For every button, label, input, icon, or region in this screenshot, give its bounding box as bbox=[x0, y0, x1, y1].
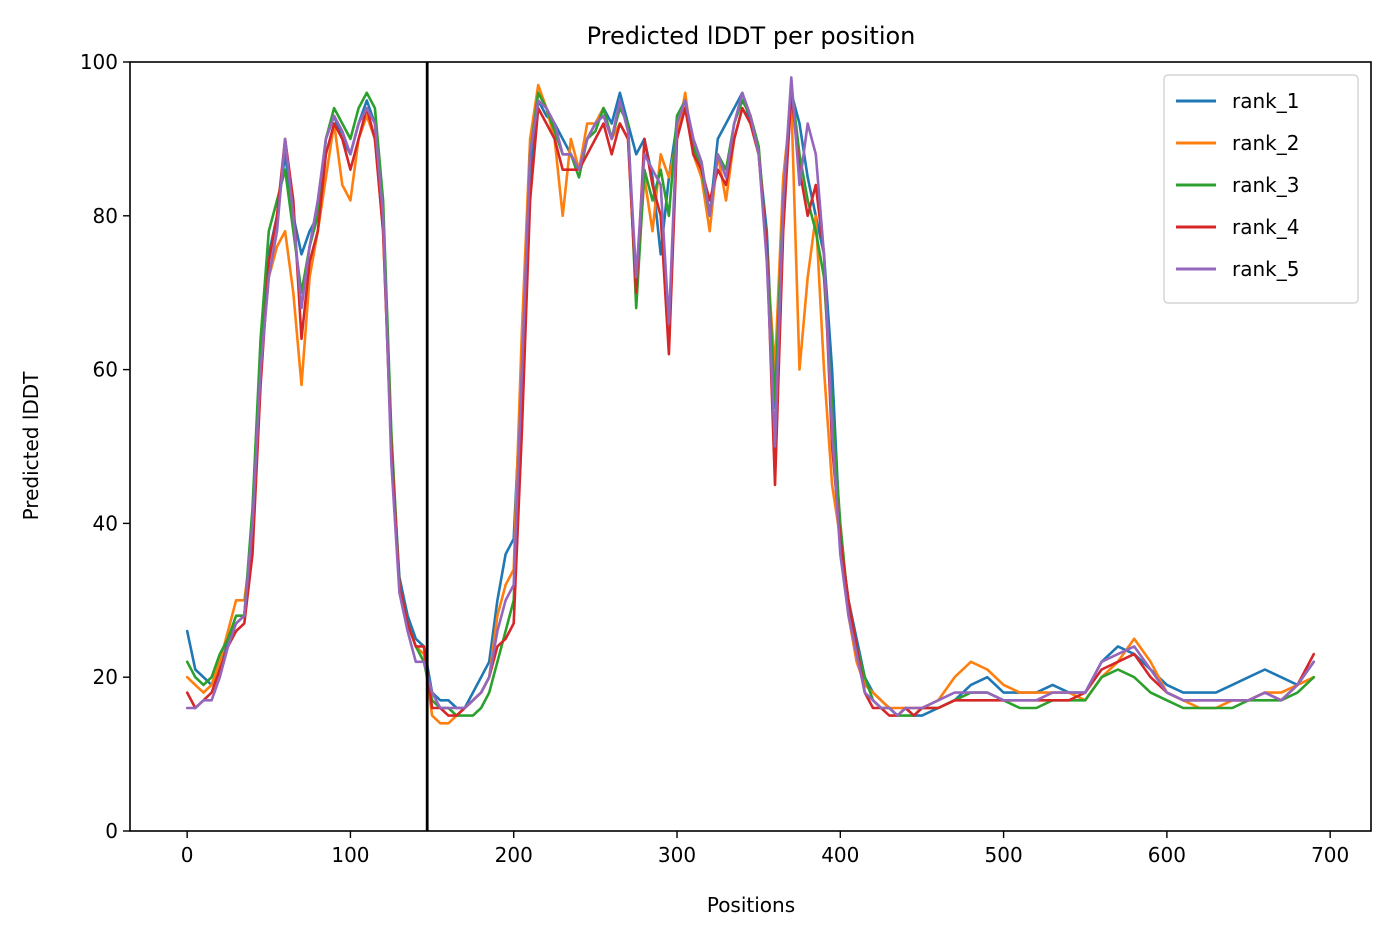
y-axis-label: Predicted lDDT bbox=[19, 371, 43, 521]
x-tick-label: 0 bbox=[181, 843, 194, 867]
legend-label-rank_2: rank_2 bbox=[1232, 131, 1299, 155]
series-line-rank_4 bbox=[185, 91, 1316, 717]
x-tick-label: 200 bbox=[495, 843, 533, 867]
x-tick-label: 400 bbox=[821, 843, 859, 867]
legend-label-rank_1: rank_1 bbox=[1232, 89, 1299, 113]
x-tick-label: 600 bbox=[1148, 843, 1186, 867]
y-tick-label: 40 bbox=[93, 511, 118, 535]
x-axis-ticks: 0 100 200 300 400 500 600 700 bbox=[181, 831, 1349, 867]
y-tick-label: 20 bbox=[93, 665, 118, 689]
y-tick-label: 100 bbox=[80, 50, 118, 74]
x-axis-label: Positions bbox=[707, 893, 795, 917]
series-line-rank_3 bbox=[185, 83, 1316, 717]
legend-label-rank_5: rank_5 bbox=[1232, 257, 1299, 281]
y-tick-label: 0 bbox=[105, 819, 118, 843]
y-tick-label: 60 bbox=[93, 358, 118, 382]
legend-box bbox=[1163, 74, 1359, 304]
y-tick-label: 80 bbox=[93, 204, 118, 228]
chart-title: Predicted lDDT per position bbox=[587, 22, 916, 50]
x-tick-label: 100 bbox=[331, 843, 369, 867]
legend-label-rank_3: rank_3 bbox=[1232, 173, 1299, 197]
series-line-rank_2 bbox=[185, 83, 1316, 725]
x-tick-label: 500 bbox=[985, 843, 1023, 867]
x-tick-label: 700 bbox=[1311, 843, 1349, 867]
series-line-rank_5 bbox=[185, 76, 1316, 717]
plot-lines bbox=[185, 76, 1316, 725]
y-axis-ticks: 0 20 40 60 80 100 bbox=[80, 50, 130, 843]
series-line-rank_1 bbox=[185, 91, 1316, 717]
plot-frame bbox=[129, 61, 1372, 832]
legend: rank_1 rank_2 rank_3 rank_4 rank_5 bbox=[1163, 74, 1359, 304]
x-tick-label: 300 bbox=[658, 843, 696, 867]
legend-label-rank_4: rank_4 bbox=[1232, 215, 1299, 239]
